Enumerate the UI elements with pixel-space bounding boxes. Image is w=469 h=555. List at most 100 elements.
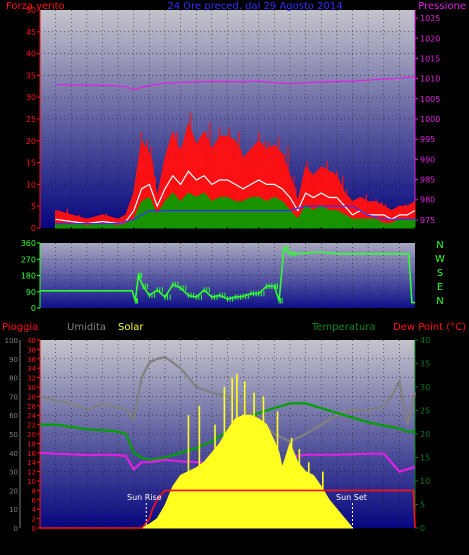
p1-left-tick-label: 15 xyxy=(26,159,36,168)
p2-xtick-label: 12 xyxy=(222,312,232,321)
p2-xtick-label: 16 xyxy=(285,312,295,321)
compass-label: N xyxy=(436,296,443,307)
p3-rain-tick-label: 34 xyxy=(27,365,36,373)
p1-xtick-label: 12 xyxy=(222,232,232,241)
p2-xtick-label: 10 xyxy=(191,312,201,321)
dewpoint-label: Dew Point (°C) xyxy=(393,322,466,333)
p2-xtick-label: 20 xyxy=(347,312,357,321)
p1-right-tick-label: 1015 xyxy=(420,54,440,63)
p3-humidity-tick-label: 30 xyxy=(9,469,18,477)
p1-xtick-label: 20 xyxy=(347,232,357,241)
p3-humidity-tick-label: 100 xyxy=(5,337,18,345)
p3-humidity-tick-label: 80 xyxy=(9,375,18,383)
p2-xtick-label: 00 xyxy=(410,312,420,321)
solar-label: Solar xyxy=(118,322,144,333)
p2-tick-label: 90 xyxy=(26,288,36,297)
p3-xtick-label: 22 xyxy=(379,540,389,549)
p2-tick-label: 360 xyxy=(21,239,36,248)
p3-xtick-label: 14 xyxy=(254,540,264,549)
p3-temp-tick-label: 10 xyxy=(420,477,430,486)
p1-xtick-label: 02 xyxy=(66,232,76,241)
p3-temp-tick-label: 25 xyxy=(420,407,430,416)
p2-xtick-label: 02 xyxy=(66,312,76,321)
p3-humidity-tick-label: 70 xyxy=(9,393,18,401)
p3-rain-tick-label: 36 xyxy=(27,356,36,364)
p1-left-tick-label: 45 xyxy=(26,28,36,37)
p3-rain-tick-label: 0 xyxy=(32,525,36,533)
p3-rain-tick-label: 22 xyxy=(27,422,36,430)
p2-xtick-label: 18 xyxy=(316,312,326,321)
p3-rain-tick-label: 10 xyxy=(27,478,36,486)
p1-xtick-label: 06 xyxy=(129,232,139,241)
p3-rain-tick-label: 6 xyxy=(32,497,37,505)
p3-xtick-label: 18 xyxy=(316,540,326,549)
p3-humidity-tick-label: 10 xyxy=(9,506,18,514)
p1-right-tick-label: 1025 xyxy=(420,14,440,23)
p3-rain-tick-label: 12 xyxy=(27,469,36,477)
p2-xtick-label: 22 xyxy=(379,312,389,321)
p2-xtick-label: 08 xyxy=(160,312,170,321)
p3-rain-tick-label: 2 xyxy=(32,516,36,524)
series-Pressione xyxy=(55,76,416,91)
p3-rain-tick-label: 32 xyxy=(27,375,36,383)
p1-right-tick-label: 1005 xyxy=(420,95,440,104)
sunset-annotation: Sun Set xyxy=(336,493,367,502)
p3-xtick-label: 02 xyxy=(66,540,76,549)
p3-temp-tick-label: 15 xyxy=(420,454,430,463)
p1-xtick-label: 14 xyxy=(254,232,264,241)
p1-xtick-label: 18 xyxy=(316,232,326,241)
compass-label: E xyxy=(437,282,443,293)
p1-left-tick-label: 40 xyxy=(26,50,36,59)
p1-xtick-label: 16 xyxy=(285,232,295,241)
sunrise-annotation: Sun Rise xyxy=(127,493,162,502)
p1-xtick-label: 22 xyxy=(379,232,389,241)
p3-rain-tick-label: 16 xyxy=(27,450,36,458)
p3-temp-tick-label: 40 xyxy=(420,336,430,345)
p3-temp-tick-label: 5 xyxy=(420,501,425,510)
p2-xtick-label: 14 xyxy=(254,312,264,321)
p3-humidity-tick-label: 90 xyxy=(9,356,18,364)
pioggia-label: Pioggia xyxy=(2,322,38,333)
p2-tick-label: 0 xyxy=(31,304,36,313)
compass-label: S xyxy=(437,268,443,279)
p1-left-tick-label: 25 xyxy=(26,115,36,124)
compass-label: N xyxy=(436,240,443,251)
p1-left-tick-label: 0 xyxy=(31,224,36,233)
p3-rain-tick-label: 18 xyxy=(27,440,36,448)
p3-temp-tick-label: 20 xyxy=(420,430,430,439)
compass-label: W xyxy=(435,254,445,265)
p3-rain-tick-label: 26 xyxy=(27,403,36,411)
forza-vento-label: Forza vento xyxy=(6,1,65,12)
p3-temp-tick-label: 0 xyxy=(420,524,425,533)
p3-humidity-tick-label: 20 xyxy=(9,487,18,495)
p3-rain-tick-label: 38 xyxy=(27,346,36,354)
p3-rain-tick-label: 20 xyxy=(27,431,36,439)
p3-xtick-label: 20 xyxy=(347,540,357,549)
p1-left-tick-label: 30 xyxy=(26,93,36,102)
p2-tick-label: 270 xyxy=(21,255,36,264)
p3-xtick-label: 16 xyxy=(285,540,295,549)
p1-left-tick-label: 5 xyxy=(31,202,36,211)
p3-rain-tick-label: 14 xyxy=(27,459,36,467)
title-text: 24 Ore preced. dal 29 Agosto 2014 xyxy=(167,1,342,12)
p1-right-tick-label: 980 xyxy=(420,196,435,205)
p1-xtick-label: 10 xyxy=(191,232,201,241)
p1-left-tick-label: 10 xyxy=(26,180,36,189)
p3-rain-tick-label: 8 xyxy=(32,487,36,495)
series-umidita xyxy=(39,355,417,443)
p3-xtick-label: 06 xyxy=(129,540,139,549)
p1-xtick-label: 08 xyxy=(160,232,170,241)
p1-right-tick-label: 995 xyxy=(420,135,435,144)
p1-right-tick-label: 990 xyxy=(420,155,435,164)
series-direzione xyxy=(55,205,415,225)
p1-left-tick-label: 20 xyxy=(26,137,36,146)
p1-right-tick-label: 975 xyxy=(420,216,435,225)
umidita-label: Umidita xyxy=(67,322,106,333)
p3-humidity-tick-label: 40 xyxy=(9,450,18,458)
p3-xtick-label: 04 xyxy=(97,540,107,549)
p3-humidity-tick-label: 60 xyxy=(9,412,18,420)
p3-xtick-label: 12 xyxy=(222,540,232,549)
pressione-label: Pressione xyxy=(418,1,466,12)
p3-humidity-tick-label: 0 xyxy=(14,525,18,533)
